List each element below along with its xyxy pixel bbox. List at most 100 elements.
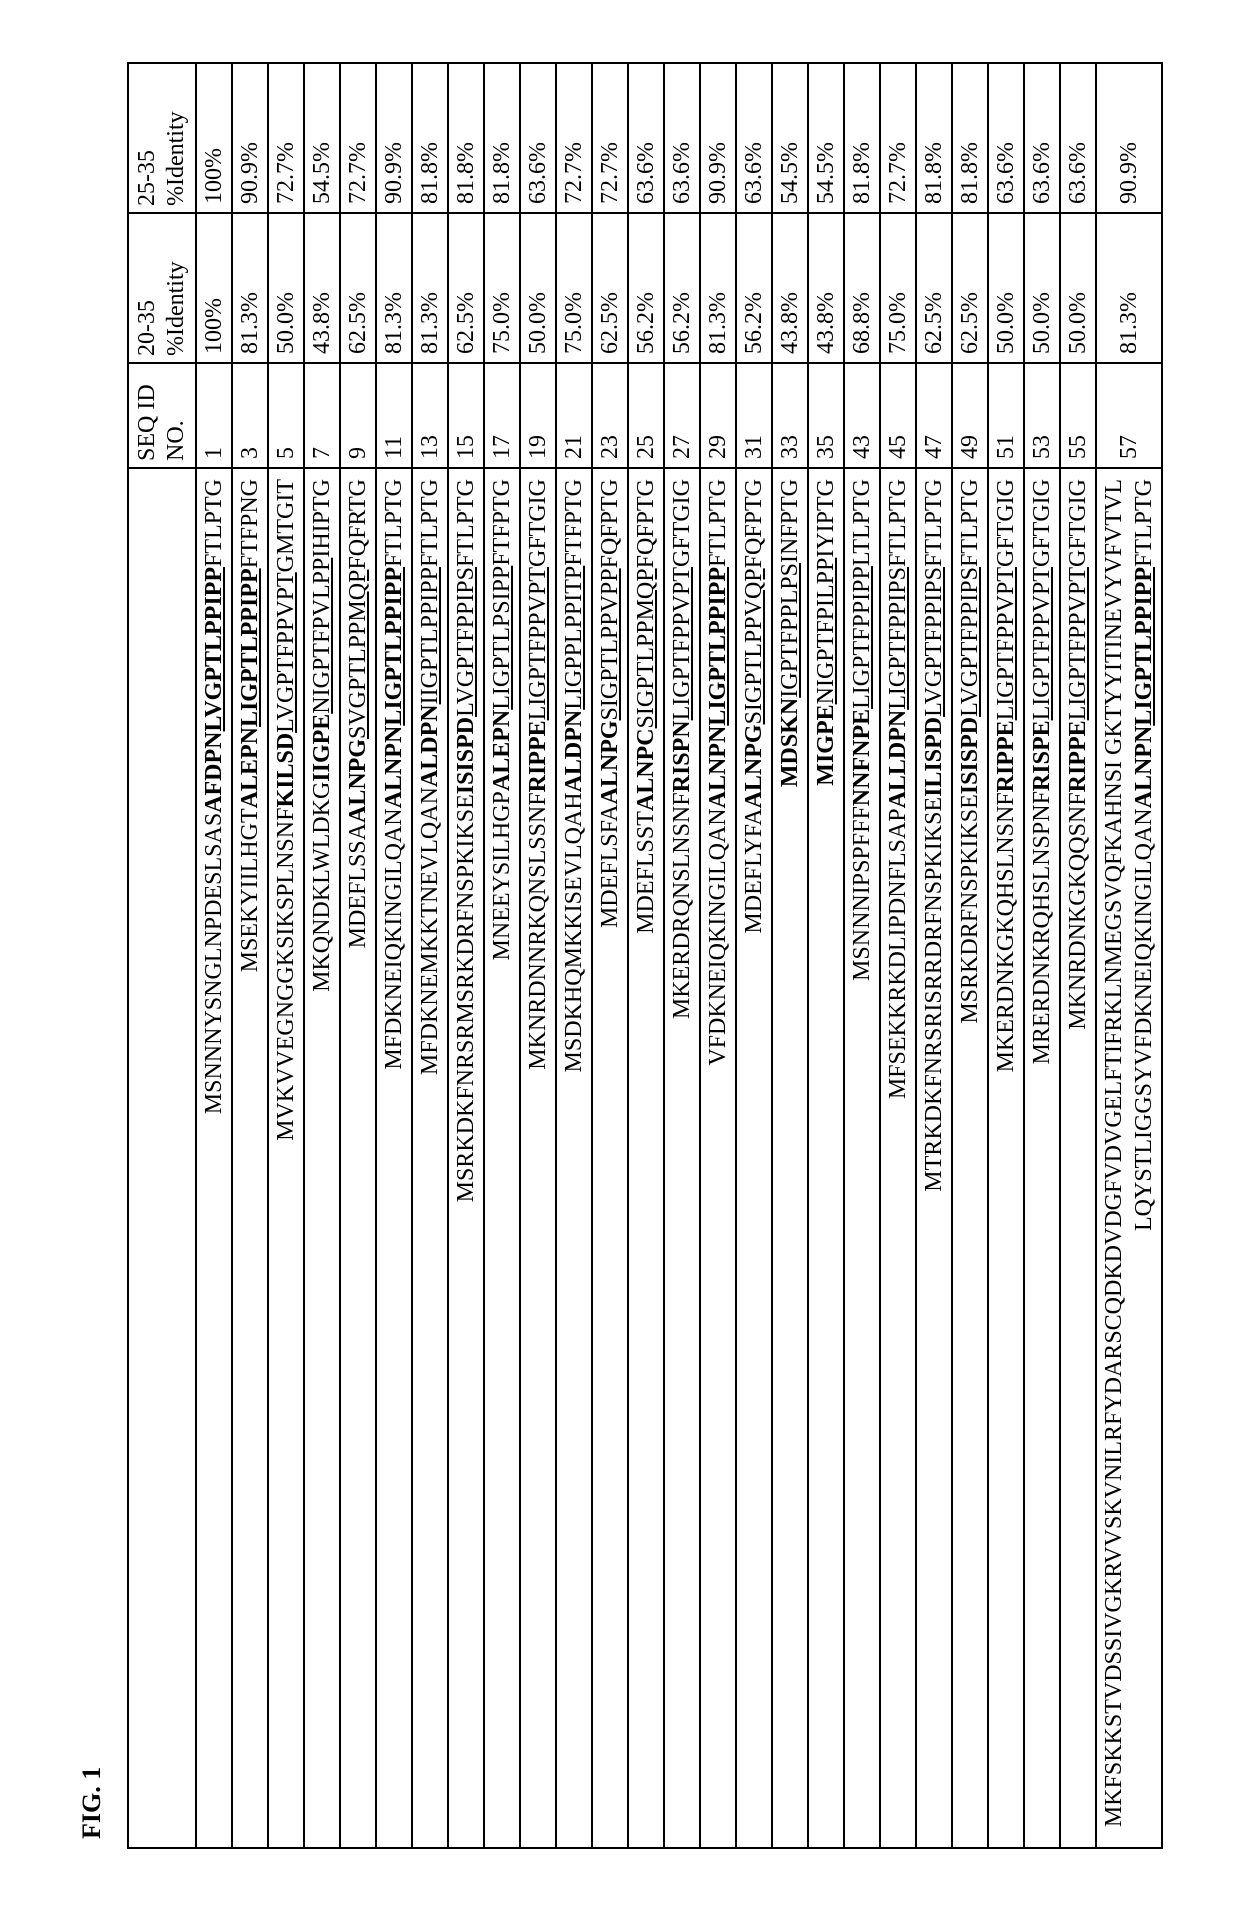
pct-25-35-cell: 72.7% (880, 63, 916, 213)
pct-20-35-cell: 81.3% (412, 213, 448, 363)
pct-25-35-cell: 72.7% (556, 63, 592, 213)
pct-25-35-cell: 72.7% (268, 63, 304, 213)
table-row: MTRKDKFNRSRISRRDRFNSPKIKSEILISPDLVGPTFPP… (916, 63, 952, 1848)
pct-20-35-cell: 81.3% (376, 213, 412, 363)
table-row: MKNRDNKGKQQSNFRIPPELIGPTFPPVPTGFTGIG5550… (1060, 63, 1096, 1848)
pct-20-35-cell: 81.3% (232, 213, 268, 363)
seq-id-cell: 57 (1096, 363, 1162, 468)
pct-25-35-cell: 63.6% (988, 63, 1024, 213)
pct-20-35-cell: 50.0% (1024, 213, 1060, 363)
seq-id-cell: 9 (340, 363, 376, 468)
pct-25-35-cell: 81.8% (916, 63, 952, 213)
table-row: MVKVVEGNGGKSIKSPLNSNFKILSDLVGPTFPPVPTGMT… (268, 63, 304, 1848)
seq-id-cell: 33 (772, 363, 808, 468)
seq-id-cell: 27 (664, 363, 700, 468)
pct-25-35-cell: 63.6% (1024, 63, 1060, 213)
pct-25-35-cell: 90.9% (232, 63, 268, 213)
pct-25-35-cell: 90.9% (1096, 63, 1162, 213)
sequence-cell: MTRKDKFNRSRISRRDRFNSPKIKSEILISPDLVGPTFPP… (916, 468, 952, 1848)
table-row: MNEEYSILHGPALEPNLIGPTLPSIPPFTFPTG1775.0%… (484, 63, 520, 1848)
seq-id-cell: 23 (592, 363, 628, 468)
pct-25-35-cell: 63.6% (520, 63, 556, 213)
table-row: MKFSKKSTVDSSIVGKRVVSKVNILRFYDARSCQDKDVDG… (1096, 63, 1162, 1848)
sequence-cell: MFSEKKRKDLIPDNFLSAPALLDPNLIGPTFPPIPSFTLP… (880, 468, 916, 1848)
sequence-cell: MSRKDRFNSPKIKSEISISPDLVGPTFPPIPSFTLPTG (952, 468, 988, 1848)
seq-id-cell: 29 (700, 363, 736, 468)
pct-25-35-cell: 63.6% (736, 63, 772, 213)
pct-20-35-cell: 81.3% (1096, 213, 1162, 363)
table-row: MSRKDKFNRSRMSRKDRFNSPKIKSEISISPDLVGPTFPP… (448, 63, 484, 1848)
table-row: MSDKHQMKKISEVLQAHALDPNLIGPPLPPITPFTFPTG2… (556, 63, 592, 1848)
table-row: MDEFLSSAALNPGSVGPTLPPMQPFQFRTG962.5%72.7… (340, 63, 376, 1848)
seq-id-cell: 53 (1024, 363, 1060, 468)
pct-20-35-cell: 50.0% (1060, 213, 1096, 363)
header-pct-20-35: 20-35 %Identity (128, 213, 196, 363)
sequence-cell: MNEEYSILHGPALEPNLIGPTLPSIPPFTFPTG (484, 468, 520, 1848)
pct-25-35-cell: 54.5% (808, 63, 844, 213)
pct-25-35-cell: 81.8% (484, 63, 520, 213)
sequence-cell: MFDKNEIQKINGILQANALNPNLIGPTLPPIPPFTLPTG (376, 468, 412, 1848)
seq-id-cell: 19 (520, 363, 556, 468)
seq-id-cell: 15 (448, 363, 484, 468)
sequence-cell: MSNNNYSNGLNPDESLSASAFDPNLVGPTLPPIPPFTLPT… (196, 468, 232, 1848)
sequence-cell: MKNRDNKGKQQSNFRIPPELIGPTFPPVPTGFTGIG (1060, 468, 1096, 1848)
sequence-cell: MSEKYIILHGTALEPNLIGPTLPPIPPFTFPNG (232, 468, 268, 1848)
table-row: MKERDRQNSLNSNFRISPNLIGPTFPPVPTGFTGIG2756… (664, 63, 700, 1848)
seq-id-cell: 11 (376, 363, 412, 468)
table-row: MSNNNYSNGLNPDESLSASAFDPNLVGPTLPPIPPFTLPT… (196, 63, 232, 1848)
pct-20-35-cell: 43.8% (304, 213, 340, 363)
sequence-cell: VFDKNEIQKINGILQANALNPNLIGPTLPPIPPFTLPTG (700, 468, 736, 1848)
table-row: MKNRDNNRKQNSLSSNFRIPPELIGPTFPPVPTGFTGIG1… (520, 63, 556, 1848)
sequence-cell: MKNRDNNRKQNSLSSNFRIPPELIGPTFPPVPTGFTGIG (520, 468, 556, 1848)
table-header: SEQ ID NO. 20-35 %Identity 25-35 %Identi… (128, 63, 196, 1848)
sequence-cell: MKERDNKGKQHSLNSNFRIPPELIGPTFPPVPTGFTGIG (988, 468, 1024, 1848)
pct-25-35-cell: 54.5% (304, 63, 340, 213)
figure-title: FIG. 1 (77, 69, 107, 1839)
header-pct-25-35: 25-35 %Identity (128, 63, 196, 213)
seq-id-cell: 25 (628, 363, 664, 468)
pct-25-35-cell: 81.8% (952, 63, 988, 213)
sequence-cell: MFDKNEMKKTNEVLQANALDPNIIGPTLPPIPPFTLPTG (412, 468, 448, 1848)
seq-id-cell: 21 (556, 363, 592, 468)
sequence-cell: MSRKDKFNRSRMSRKDRFNSPKIKSEISISPDLVGPTFPP… (448, 468, 484, 1848)
pct-20-35-cell: 43.8% (808, 213, 844, 363)
seq-id-cell: 5 (268, 363, 304, 468)
table-row: MFDKNEMKKTNEVLQANALDPNIIGPTLPPIPPFTLPTG1… (412, 63, 448, 1848)
pct-20-35-cell: 75.0% (880, 213, 916, 363)
sequence-cell: MDEFLYFAALNPGSIGPTLPPVQPFQFPTG (736, 468, 772, 1848)
seq-id-cell: 13 (412, 363, 448, 468)
pct-20-35-cell: 68.8% (844, 213, 880, 363)
pct-20-35-cell: 62.5% (340, 213, 376, 363)
pct-25-35-cell: 81.8% (448, 63, 484, 213)
table-row: MFDKNEIQKINGILQANALNPNLIGPTLPPIPPFTLPTG1… (376, 63, 412, 1848)
sequence-cell: MDEFLSSAALNPGSVGPTLPPMQPFQFRTG (340, 468, 376, 1848)
table-row: MDEFLSSTALNPCSIGPTLPPMQPFQFPTG2556.2%63.… (628, 63, 664, 1848)
pct-20-35-cell: 81.3% (700, 213, 736, 363)
sequence-table: SEQ ID NO. 20-35 %Identity 25-35 %Identi… (127, 62, 1163, 1849)
table-row: VFDKNEIQKINGILQANALNPNLIGPTLPPIPPFTLPTG2… (700, 63, 736, 1848)
pct-25-35-cell: 90.9% (376, 63, 412, 213)
pct-20-35-cell: 50.0% (268, 213, 304, 363)
pct-20-35-cell: 62.5% (448, 213, 484, 363)
sequence-cell: MSDKHQMKKISEVLQAHALDPNLIGPPLPPITPFTFPTG (556, 468, 592, 1848)
sequence-cell: MKQNDKLWLDKGIIGPENIGPTFPVLPPIHIPTG (304, 468, 340, 1848)
table-row: MDEFLYFAALNPGSIGPTLPPVQPFQFPTG3156.2%63.… (736, 63, 772, 1848)
sequence-cell: MRERDNKRQHSLNSPNFRISPELIGPTFPPVPTGFTGIG (1024, 468, 1060, 1848)
table-row: MSEKYIILHGTALEPNLIGPTLPPIPPFTFPNG381.3%9… (232, 63, 268, 1848)
seq-id-cell: 35 (808, 363, 844, 468)
pct-25-35-cell: 72.7% (340, 63, 376, 213)
pct-20-35-cell: 75.0% (484, 213, 520, 363)
pct-20-35-cell: 62.5% (952, 213, 988, 363)
pct-20-35-cell: 75.0% (556, 213, 592, 363)
table-row: MKERDNKGKQHSLNSNFRIPPELIGPTFPPVPTGFTGIG 5… (988, 63, 1024, 1848)
header-seq-id: SEQ ID NO. (128, 363, 196, 468)
seq-id-cell: 1 (196, 363, 232, 468)
pct-20-35-cell: 62.5% (916, 213, 952, 363)
pct-20-35-cell: 50.0% (988, 213, 1024, 363)
table-row: MFSEKKRKDLIPDNFLSAPALLDPNLIGPTFPPIPSFTLP… (880, 63, 916, 1848)
pct-25-35-cell: 54.5% (772, 63, 808, 213)
table-row: MDSKNIGPTFPPLPSINFPTG3343.8%54.5% (772, 63, 808, 1848)
sequence-cell: MKFSKKSTVDSSIVGKRVVSKVNILRFYDARSCQDKDVDG… (1096, 468, 1162, 1848)
pct-25-35-cell: 100% (196, 63, 232, 213)
table-row: MRERDNKRQHSLNSPNFRISPELIGPTFPPVPTGFTGIG5… (1024, 63, 1060, 1848)
